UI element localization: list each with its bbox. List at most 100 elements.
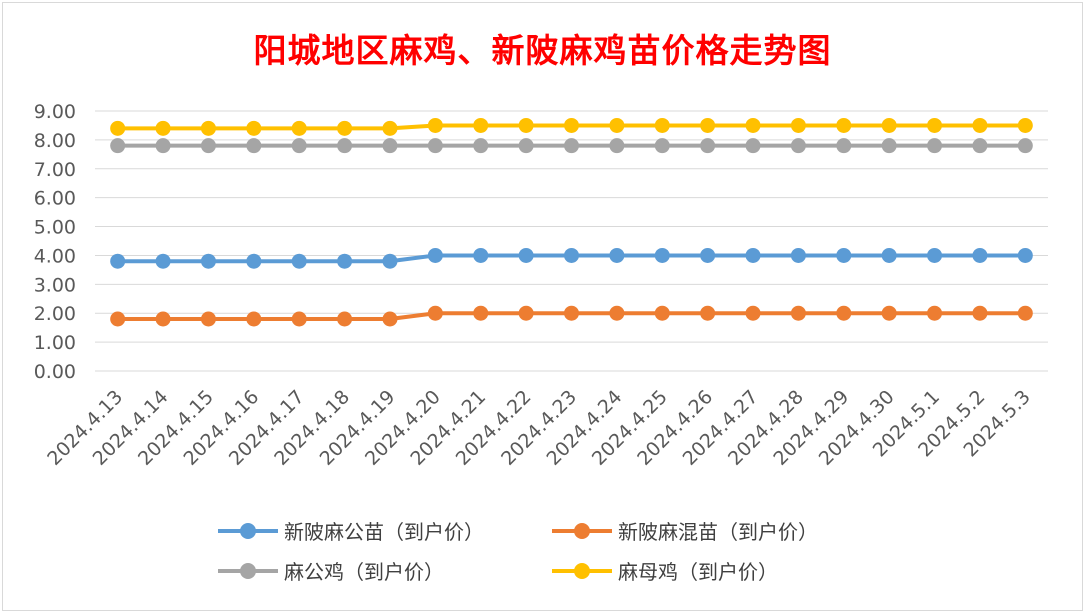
data-point xyxy=(836,247,852,263)
data-point xyxy=(473,305,489,321)
data-point xyxy=(337,120,353,136)
data-point xyxy=(790,305,806,321)
data-point xyxy=(155,120,171,136)
data-point xyxy=(609,247,625,263)
data-point xyxy=(790,138,806,154)
data-point xyxy=(927,138,943,154)
data-point xyxy=(790,117,806,133)
legend-item-4: 麻母鸡（到户价） xyxy=(552,556,778,585)
data-point xyxy=(745,117,761,133)
data-point xyxy=(291,253,307,269)
data-point xyxy=(700,117,716,133)
data-point xyxy=(382,253,398,269)
legend-marker-2 xyxy=(552,522,612,539)
data-point xyxy=(427,247,443,263)
data-point xyxy=(246,120,262,136)
data-point xyxy=(246,311,262,327)
legend-marker-1 xyxy=(218,522,278,539)
data-point xyxy=(291,311,307,327)
data-point xyxy=(518,305,534,321)
data-point xyxy=(700,247,716,263)
data-point xyxy=(609,117,625,133)
data-point xyxy=(518,138,534,154)
data-point xyxy=(564,138,579,154)
data-point xyxy=(881,138,897,154)
data-point xyxy=(1017,117,1033,133)
y-tick-label: 5.00 xyxy=(34,217,76,239)
data-point xyxy=(200,311,216,327)
data-point xyxy=(881,305,897,321)
data-point xyxy=(427,138,443,154)
data-point xyxy=(110,311,126,327)
data-point xyxy=(836,138,852,154)
data-point xyxy=(881,247,897,263)
data-point xyxy=(382,120,398,136)
y-tick-label: 3.00 xyxy=(34,274,76,296)
data-point xyxy=(1017,138,1033,154)
data-point xyxy=(1017,247,1033,263)
y-tick-label: 1.00 xyxy=(34,332,76,354)
data-point xyxy=(564,117,579,133)
y-tick-label: 2.00 xyxy=(34,303,76,325)
data-point xyxy=(1017,305,1033,321)
data-point xyxy=(790,247,806,263)
data-point xyxy=(337,253,353,269)
data-point xyxy=(155,311,171,327)
y-tick-label: 4.00 xyxy=(34,245,76,267)
data-point xyxy=(110,253,126,269)
legend-item-1: 新陂麻公苗（到户价） xyxy=(218,516,484,545)
data-point xyxy=(473,138,489,154)
legend-item-3: 麻公鸡（到户价） xyxy=(218,556,444,585)
legend-marker-3 xyxy=(218,562,278,579)
y-tick-label: 9.00 xyxy=(34,101,76,123)
data-point xyxy=(881,117,897,133)
data-point xyxy=(382,138,398,154)
data-point xyxy=(564,305,579,321)
data-point xyxy=(654,117,670,133)
data-point xyxy=(427,305,443,321)
legend-label-2: 新陂麻混苗（到户价） xyxy=(618,520,818,544)
data-point xyxy=(745,305,761,321)
data-point xyxy=(927,305,943,321)
data-point xyxy=(291,138,307,154)
data-point xyxy=(518,117,534,133)
data-point xyxy=(200,120,216,136)
data-point xyxy=(927,117,943,133)
data-point xyxy=(200,138,216,154)
legend-marker-4 xyxy=(552,562,612,579)
data-point xyxy=(110,138,126,154)
data-point xyxy=(382,311,398,327)
data-point xyxy=(972,247,988,263)
data-point xyxy=(972,305,988,321)
y-tick-label: 8.00 xyxy=(34,130,76,152)
data-point xyxy=(972,138,988,154)
chart-title: 阳城地区麻鸡、新陂麻鸡苗价格走势图 xyxy=(253,31,832,70)
data-point xyxy=(518,247,534,263)
data-point xyxy=(291,120,307,136)
data-point xyxy=(654,138,670,154)
data-point xyxy=(836,305,852,321)
data-point xyxy=(473,247,489,263)
y-tick-label: 7.00 xyxy=(34,159,76,181)
legend-label-1: 新陂麻公苗（到户价） xyxy=(284,520,484,544)
data-point xyxy=(927,247,943,263)
y-tick-label: 6.00 xyxy=(34,188,76,210)
legend-label-3: 麻公鸡（到户价） xyxy=(284,560,444,584)
legend-label-4: 麻母鸡（到户价） xyxy=(618,560,778,584)
data-point xyxy=(745,138,761,154)
data-point xyxy=(654,305,670,321)
data-point xyxy=(564,247,579,263)
data-point xyxy=(836,117,852,133)
legend-item-2: 新陂麻混苗（到户价） xyxy=(552,516,818,545)
data-point xyxy=(654,247,670,263)
data-point xyxy=(972,117,988,133)
y-tick-label: 0.00 xyxy=(34,361,76,383)
data-point xyxy=(473,117,489,133)
data-point xyxy=(700,305,716,321)
data-point xyxy=(609,138,625,154)
data-point xyxy=(200,253,216,269)
data-point xyxy=(110,120,126,136)
data-point xyxy=(155,253,171,269)
